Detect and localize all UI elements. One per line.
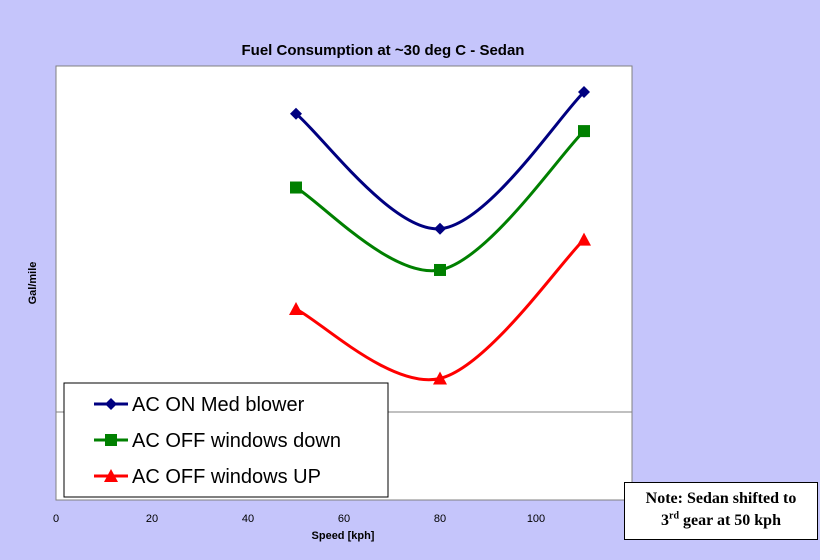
legend-label: AC OFF windows UP	[132, 466, 321, 488]
diamond-marker	[434, 222, 446, 235]
y-axis-label: Gal/mile	[27, 262, 39, 305]
legend-label: AC OFF windows down	[132, 430, 341, 452]
legend-label: AC ON Med blower	[132, 394, 305, 416]
x-tick-label: 80	[434, 513, 446, 525]
legend-item: AC OFF windows down	[94, 430, 341, 452]
note-line-2-rest: gear at 50 kph	[679, 512, 781, 529]
legend-item: AC OFF windows UP	[94, 466, 321, 488]
square-marker	[290, 181, 302, 194]
x-tick-label: 60	[338, 513, 350, 525]
x-tick-label: 20	[146, 513, 158, 525]
chart-title: Fuel Consumption at ~30 deg C - Sedan	[242, 42, 525, 59]
legend-diamond-marker	[105, 398, 117, 410]
square-marker	[434, 263, 446, 276]
triangle-marker	[433, 371, 447, 385]
x-tick-label: 0	[53, 513, 59, 525]
triangle-marker	[577, 232, 591, 246]
x-tick-label: 100	[527, 513, 545, 525]
note-gear-number: 3	[661, 512, 670, 529]
series-3	[289, 232, 591, 385]
series-1	[290, 86, 590, 235]
square-marker	[578, 125, 590, 138]
x-tick-label: 40	[242, 513, 254, 525]
diamond-marker	[290, 107, 302, 120]
triangle-marker	[289, 302, 303, 316]
x-axis-label: Speed [kph]	[312, 530, 375, 542]
legend-item: AC ON Med blower	[94, 394, 305, 416]
legend-triangle-marker	[104, 469, 118, 482]
series-2	[290, 125, 590, 276]
legend: AC ON Med blower AC OFF windows down AC OF…	[63, 382, 389, 498]
note-line-2: 3rd gear at 50 kph	[625, 510, 817, 532]
note-gear-suffix: rd	[669, 510, 680, 522]
legend-square-marker	[105, 434, 117, 446]
diamond-marker	[578, 86, 590, 99]
note-line-1: Note: Sedan shifted to	[645, 490, 797, 507]
note-box: Note: Sedan shifted to 3rd gear at 50 kp…	[624, 482, 818, 540]
